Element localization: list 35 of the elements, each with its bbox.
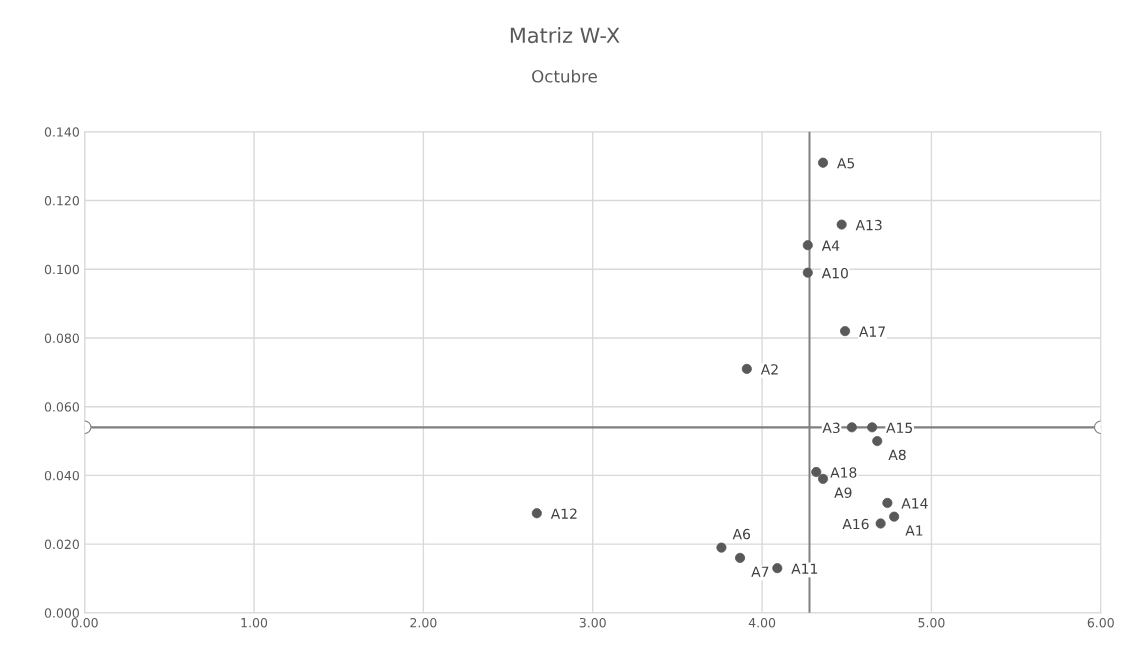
annotation: A6 — [732, 528, 751, 540]
annotation: A13 — [855, 219, 882, 231]
annotation: A16 — [842, 518, 869, 530]
annotation: A2 — [760, 364, 778, 375]
annotation: A5 — [837, 158, 855, 169]
x-tick-label: 3.00 — [579, 617, 606, 628]
y-tick-label: 0.120 — [44, 196, 79, 206]
x-tick-label: 2.00 — [410, 617, 437, 628]
annotation: A4 — [821, 240, 840, 251]
y-tick-label: 0.100 — [44, 264, 79, 275]
y-tick-label: 0.040 — [44, 470, 79, 481]
annotation: A9 — [834, 487, 852, 498]
y-tick-label: 0.140 — [44, 127, 79, 137]
annotation: A18 — [830, 467, 857, 478]
chart-title: Matriz W-X — [510, 27, 620, 44]
annotation: A8 — [888, 449, 906, 461]
annotation: A10 — [821, 267, 848, 279]
annotation: A11 — [791, 563, 818, 574]
y-tick-label: 0.060 — [44, 402, 79, 412]
annotation: A15 — [886, 422, 912, 434]
x-tick-label: 1.00 — [241, 617, 268, 628]
chart-subtitle: Octubre — [532, 69, 597, 83]
y-tick-label: 0.080 — [44, 333, 79, 343]
x-tick-label: 6.00 — [1087, 617, 1114, 628]
annotation: A17 — [859, 326, 885, 337]
y-tick-label: 0.020 — [44, 539, 79, 550]
annotation: A14 — [901, 498, 928, 509]
annotation: A3 — [822, 422, 840, 434]
y-tick-label: 0.000 — [44, 608, 79, 618]
x-tick-label: 4.00 — [748, 617, 776, 628]
x-tick-label: 0.00 — [71, 617, 98, 628]
x-tick-label: 5.00 — [918, 617, 945, 628]
annotation: A7 — [751, 566, 769, 577]
annotation: A1 — [905, 525, 923, 536]
annotation: A12 — [550, 508, 577, 519]
